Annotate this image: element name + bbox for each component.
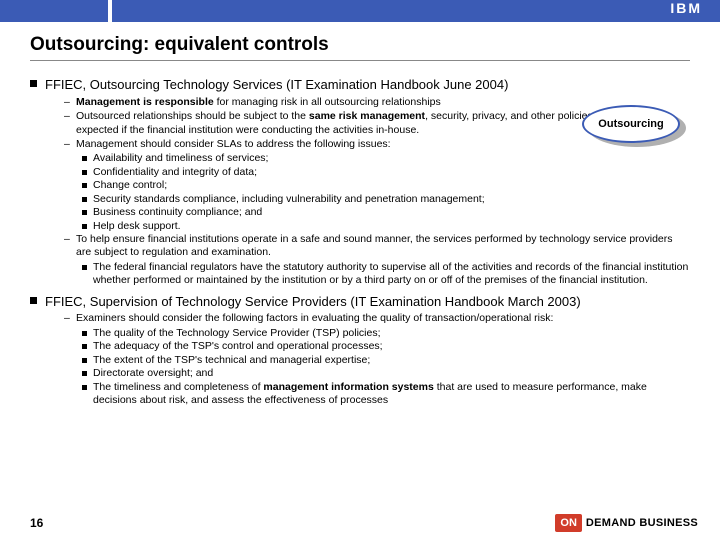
text: Directorate oversight; and [93, 367, 213, 380]
bullet-icon [82, 344, 87, 349]
section1-heading: FFIEC, Outsourcing Technology Services (… [30, 77, 690, 94]
bullet-icon [30, 297, 37, 304]
list-item: The quality of the Technology Service Pr… [82, 327, 690, 340]
bullet-icon [30, 80, 37, 87]
bullet-icon [82, 170, 87, 175]
title-rule [30, 60, 690, 61]
bullet-icon [82, 265, 87, 270]
slide-title: Outsourcing: equivalent controls [30, 34, 690, 56]
list-item: Change control; [82, 179, 690, 192]
on-badge: ON [555, 514, 582, 532]
bullet-icon [82, 197, 87, 202]
list-item: The federal financial regulators have th… [82, 261, 690, 288]
outsourcing-badge: Outsourcing [582, 105, 680, 143]
text: The adequacy of the TSP's control and op… [93, 340, 383, 353]
footer: 16 ON DEMAND BUSINESS [0, 514, 720, 532]
text: Help desk support. [93, 220, 181, 233]
list-text: Examiners should consider the following … [76, 312, 553, 325]
list-item: Availability and timeliness of services; [82, 152, 690, 165]
text: The extent of the TSP's technical and ma… [93, 354, 370, 367]
text: Outsourced relationships should be subje… [76, 110, 309, 122]
list-item: Directorate oversight; and [82, 367, 690, 380]
text: The timeliness and completeness of manag… [93, 381, 690, 408]
section2-list: – Examiners should consider the followin… [64, 312, 690, 407]
title-area: Outsourcing: equivalent controls [0, 22, 720, 67]
ibm-logo: IBM [670, 0, 702, 16]
text: Availability and timeliness of services; [93, 152, 268, 165]
badge-label: Outsourcing [598, 118, 663, 130]
list-item: The adequacy of the TSP's control and op… [82, 340, 690, 353]
text: Security standards compliance, including… [93, 193, 485, 206]
bullet-icon [82, 331, 87, 336]
section2-heading: FFIEC, Supervision of Technology Service… [30, 294, 690, 311]
list-text: Management is responsible for managing r… [76, 96, 441, 109]
bold-text: management information systems [263, 381, 433, 393]
page-number: 16 [30, 516, 43, 530]
bullet-icon [82, 371, 87, 376]
list-text: Management should consider SLAs to addre… [76, 138, 391, 151]
bullet-icon [82, 210, 87, 215]
header-accent-right: IBM [112, 0, 720, 22]
factors-list: The quality of the Technology Service Pr… [82, 327, 690, 408]
dash-icon: – [64, 233, 76, 260]
text: The federal financial regulators have th… [93, 261, 690, 288]
text: for managing risk in all outsourcing rel… [214, 96, 441, 108]
ondemand-logo: ON DEMAND BUSINESS [555, 514, 698, 532]
list-item: Business continuity compliance; and [82, 206, 690, 219]
badge-oval: Outsourcing [582, 105, 680, 143]
header-bar: IBM [0, 0, 720, 22]
bullet-icon [82, 224, 87, 229]
dash-icon: – [64, 138, 76, 151]
list-text: To help ensure financial institutions op… [76, 233, 690, 260]
list-item: Help desk support. [82, 220, 690, 233]
bold-text: same risk management [309, 110, 425, 122]
sla-list: Availability and timeliness of services;… [82, 152, 690, 233]
bold-text: Management is responsible [76, 96, 214, 108]
list-item: Confidentiality and integrity of data; [82, 166, 690, 179]
dash-icon: – [64, 110, 76, 137]
demand-text: DEMAND BUSINESS [586, 517, 698, 529]
section2-heading-text: FFIEC, Supervision of Technology Service… [45, 294, 581, 311]
header-accent-left [0, 0, 108, 22]
bullet-icon [82, 385, 87, 390]
text: The quality of the Technology Service Pr… [93, 327, 381, 340]
dash-icon: – [64, 312, 76, 325]
sub-list: The federal financial regulators have th… [82, 261, 690, 288]
list-item: Security standards compliance, including… [82, 193, 690, 206]
list-item: – Examiners should consider the followin… [64, 312, 690, 325]
list-item: The extent of the TSP's technical and ma… [82, 354, 690, 367]
bullet-icon [82, 183, 87, 188]
text: Business continuity compliance; and [93, 206, 262, 219]
section1-heading-text: FFIEC, Outsourcing Technology Services (… [45, 77, 508, 94]
bullet-icon [82, 156, 87, 161]
list-item: – To help ensure financial institutions … [64, 233, 690, 260]
dash-icon: – [64, 96, 76, 109]
list-item: The timeliness and completeness of manag… [82, 381, 690, 408]
text: Confidentiality and integrity of data; [93, 166, 257, 179]
text: Change control; [93, 179, 167, 192]
bullet-icon [82, 358, 87, 363]
text: The timeliness and completeness of [93, 381, 263, 393]
